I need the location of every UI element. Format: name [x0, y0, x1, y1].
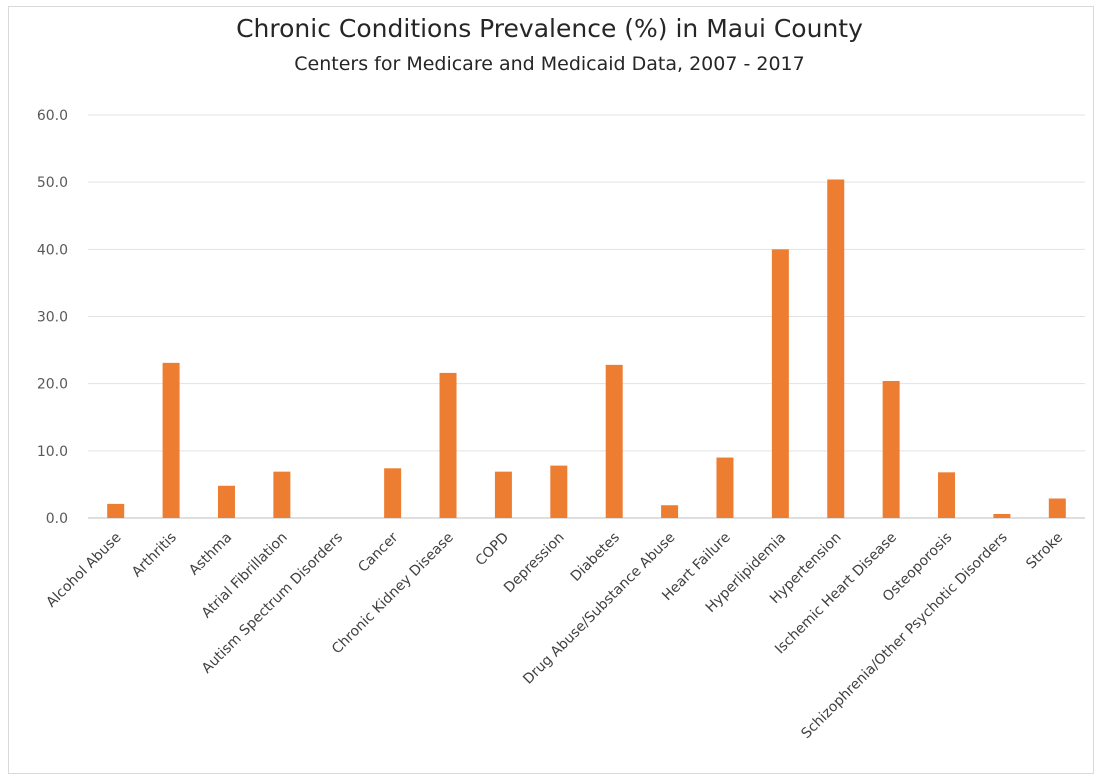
y-tick-label: 50.0	[37, 175, 68, 191]
y-tick-label: 30.0	[37, 310, 68, 326]
bar	[827, 179, 845, 519]
chart-subtitle: Centers for Medicare and Medicaid Data, …	[294, 53, 805, 75]
bar	[217, 485, 235, 518]
bar	[661, 505, 679, 518]
y-tick-label: 20.0	[37, 377, 68, 393]
x-category-label: COPD	[473, 530, 513, 570]
bar	[938, 472, 956, 518]
y-tick-label: 10.0	[37, 444, 68, 460]
x-category-label: Schizophrenia/Other Psychotic Disorders	[798, 530, 1010, 742]
x-category-label: Depression	[501, 530, 568, 597]
bar	[882, 380, 900, 518]
x-category-label: Diabetes	[568, 530, 623, 585]
bar	[993, 513, 1011, 518]
chart-title: Chronic Conditions Prevalence (%) in Mau…	[236, 14, 863, 43]
bar	[273, 471, 291, 518]
x-category-label: Cancer	[355, 529, 401, 575]
bar	[107, 503, 125, 518]
bar	[384, 468, 402, 518]
y-tick-label: 60.0	[37, 108, 68, 124]
x-category-label: Asthma	[186, 530, 235, 579]
bar	[494, 471, 512, 518]
bar	[162, 362, 180, 518]
y-tick-label: 0.0	[46, 511, 68, 527]
bar	[1048, 498, 1066, 518]
chart-frame	[8, 6, 1094, 774]
x-category-label: Arthritis	[129, 530, 180, 581]
bar	[439, 372, 457, 518]
bar	[605, 364, 623, 518]
y-tick-label: 40.0	[37, 242, 68, 258]
bar	[716, 457, 734, 518]
x-category-label: Alcohol Abuse	[43, 530, 124, 611]
x-category-label: Stroke	[1023, 530, 1066, 573]
y-axis-ticks: 0.0 10.0 20.0 30.0 40.0 50.0 60.0	[37, 108, 68, 527]
gridlines	[88, 114, 1085, 519]
bar	[771, 249, 789, 519]
bars	[107, 179, 1066, 519]
bar	[550, 465, 568, 518]
